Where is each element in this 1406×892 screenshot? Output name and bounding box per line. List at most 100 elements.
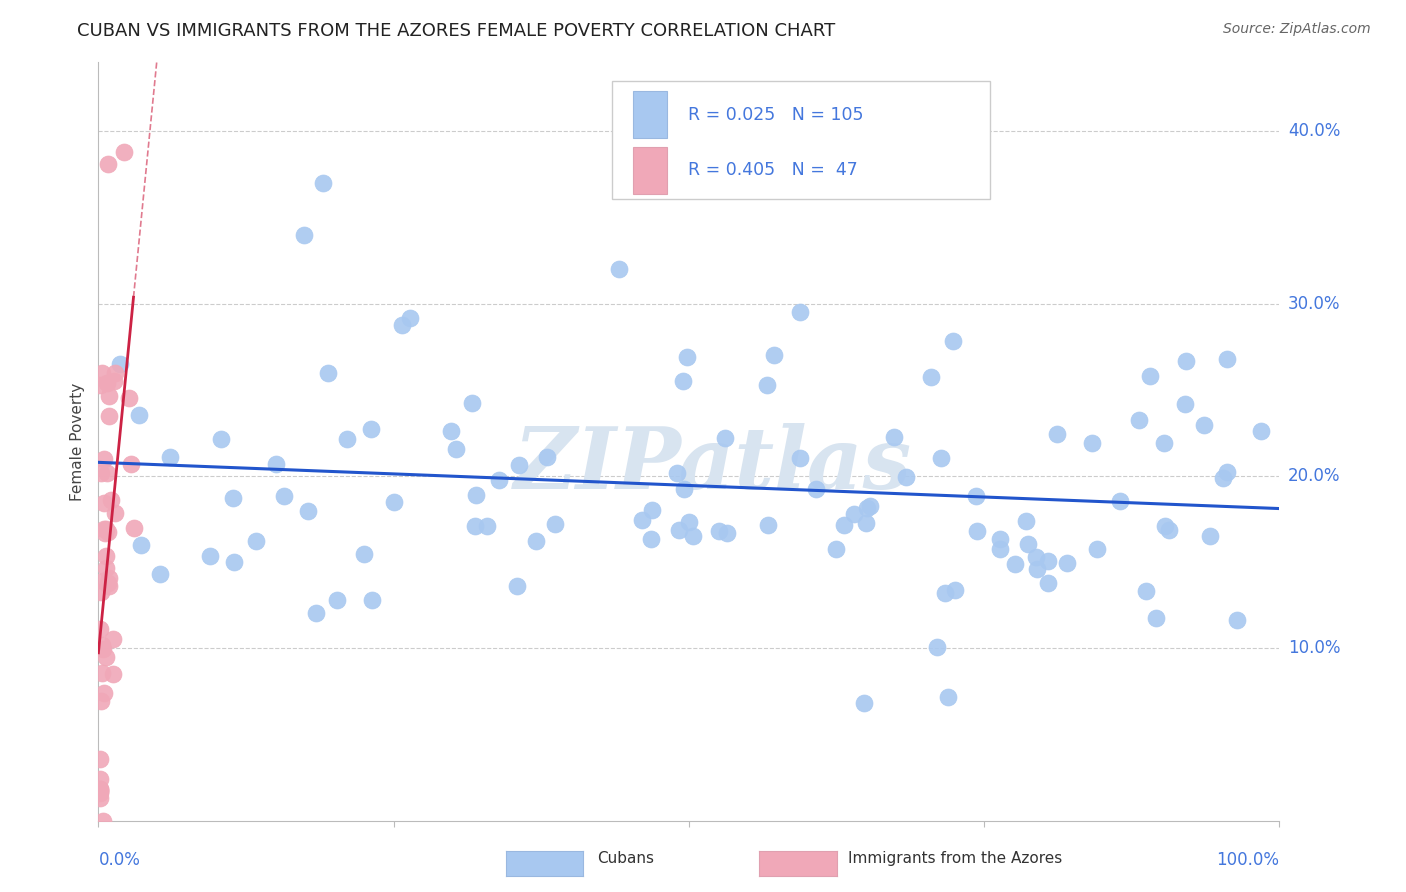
- Point: [1025, 549, 1047, 564]
- Point: [1153, 435, 1175, 450]
- Text: ZIPatlas: ZIPatlas: [513, 423, 911, 506]
- Point: [398, 311, 420, 326]
- Point: [640, 532, 662, 546]
- Point: [641, 502, 664, 516]
- Text: 30.0%: 30.0%: [1288, 294, 1340, 313]
- Bar: [634, 146, 666, 194]
- Point: [543, 517, 565, 532]
- Point: [925, 640, 948, 655]
- Point: [273, 489, 295, 503]
- Point: [91, 366, 114, 380]
- Point: [966, 524, 988, 538]
- Point: [101, 632, 124, 646]
- Point: [1173, 397, 1195, 411]
- Point: [120, 457, 142, 471]
- Point: [668, 523, 690, 537]
- Point: [222, 491, 245, 505]
- Point: [1135, 584, 1157, 599]
- Point: [94, 549, 117, 563]
- Point: [804, 483, 827, 497]
- Point: [97, 576, 120, 591]
- Point: [682, 529, 704, 543]
- Point: [89, 752, 111, 766]
- Point: [676, 351, 699, 365]
- Point: [103, 374, 125, 388]
- Point: [117, 392, 139, 406]
- Point: [1036, 553, 1059, 567]
- Point: [98, 579, 121, 593]
- Text: 20.0%: 20.0%: [1288, 467, 1340, 485]
- Point: [89, 694, 111, 708]
- Point: [149, 567, 172, 582]
- Point: [440, 424, 463, 438]
- FancyBboxPatch shape: [612, 81, 990, 199]
- Point: [1212, 471, 1234, 485]
- Point: [859, 499, 882, 513]
- Point: [312, 176, 335, 190]
- Text: CUBAN VS IMMIGRANTS FROM THE AZORES FEMALE POVERTY CORRELATION CHART: CUBAN VS IMMIGRANTS FROM THE AZORES FEMA…: [77, 22, 835, 40]
- Point: [536, 450, 558, 464]
- Point: [305, 606, 328, 620]
- Point: [1025, 562, 1047, 576]
- Point: [264, 458, 287, 472]
- Point: [506, 579, 529, 593]
- Text: R = 0.025   N = 105: R = 0.025 N = 105: [688, 106, 863, 124]
- Point: [89, 772, 111, 786]
- Point: [112, 145, 135, 159]
- Point: [789, 451, 811, 466]
- Point: [1250, 424, 1272, 438]
- Point: [934, 586, 956, 600]
- Text: 10.0%: 10.0%: [1288, 640, 1340, 657]
- Point: [763, 348, 786, 362]
- Point: [96, 466, 118, 480]
- Point: [382, 495, 405, 509]
- Point: [672, 374, 695, 388]
- Point: [716, 526, 738, 541]
- Point: [988, 532, 1011, 546]
- Point: [842, 507, 865, 521]
- Point: [883, 430, 905, 444]
- Point: [94, 649, 117, 664]
- Point: [93, 496, 115, 510]
- Point: [1198, 529, 1220, 543]
- Point: [607, 262, 630, 277]
- Point: [852, 697, 875, 711]
- Text: R = 0.405   N =  47: R = 0.405 N = 47: [688, 161, 858, 179]
- Point: [91, 641, 114, 656]
- Point: [965, 489, 987, 503]
- Point: [1108, 494, 1130, 508]
- Bar: [634, 91, 666, 138]
- Y-axis label: Female Poverty: Female Poverty: [70, 383, 86, 500]
- Point: [920, 369, 942, 384]
- Text: Immigrants from the Azores: Immigrants from the Azores: [848, 852, 1062, 866]
- Point: [93, 522, 115, 536]
- Point: [90, 666, 112, 681]
- Point: [714, 431, 737, 445]
- Point: [756, 378, 779, 392]
- Point: [96, 561, 118, 575]
- Point: [89, 786, 111, 800]
- Point: [943, 583, 966, 598]
- Point: [444, 442, 467, 457]
- Point: [224, 555, 246, 569]
- Point: [488, 473, 510, 487]
- Point: [94, 526, 117, 541]
- Point: [326, 593, 349, 607]
- Point: [98, 389, 121, 403]
- Point: [855, 516, 877, 531]
- Point: [91, 814, 114, 828]
- Point: [1004, 557, 1026, 571]
- Point: [89, 791, 111, 805]
- Point: [1056, 557, 1078, 571]
- Point: [292, 227, 315, 242]
- Point: [832, 518, 855, 533]
- Point: [936, 690, 959, 704]
- Point: [89, 378, 111, 392]
- Point: [89, 781, 111, 796]
- Point: [1194, 418, 1216, 433]
- Point: [245, 533, 267, 548]
- Point: [90, 585, 112, 599]
- Point: [361, 593, 384, 607]
- Point: [464, 519, 486, 533]
- Point: [89, 781, 111, 796]
